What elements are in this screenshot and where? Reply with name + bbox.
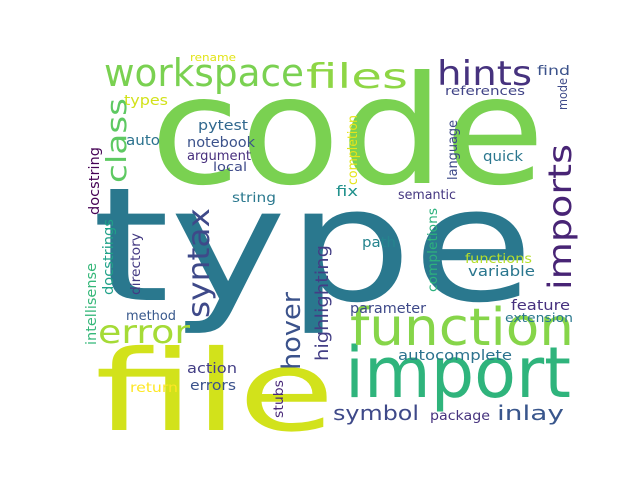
word-files: files [306, 57, 408, 97]
word-feature: feature [511, 298, 570, 314]
word-syntax: syntax [182, 208, 217, 318]
word-parameter: parameter [350, 301, 426, 317]
word-string: string [232, 191, 276, 206]
word-hints: hints [437, 54, 532, 94]
word-completion: completion [346, 115, 361, 185]
word-references: references [445, 84, 525, 98]
word-local: local [213, 160, 247, 174]
word-argument: argument [187, 149, 251, 164]
word-find: find [537, 64, 570, 79]
word-package: package [430, 409, 490, 424]
word-variable: variable [468, 264, 535, 280]
word-notebook: notebook [187, 135, 256, 151]
word-import: import [345, 332, 571, 414]
word-stubs: stubs [272, 380, 287, 418]
word-action: action [187, 361, 237, 377]
word-mode: mode [556, 78, 570, 110]
word-inlay: inlay [497, 401, 564, 425]
word-extension: extension [505, 311, 573, 325]
word-symbol: symbol [333, 401, 419, 425]
word-path: path [362, 235, 396, 251]
word-type: type [92, 154, 534, 338]
word-code: code [150, 45, 545, 219]
word-types: types [124, 93, 168, 109]
word-class: error [98, 313, 191, 351]
word-file: file [95, 327, 335, 457]
word-method: method [126, 309, 176, 324]
word-quick: quick [483, 149, 524, 165]
word-imports: imports [541, 144, 579, 290]
word-functions: functions [465, 252, 532, 267]
word-error: class [100, 98, 133, 183]
word-fix: fix [336, 184, 358, 200]
word-directory: directory [129, 233, 144, 295]
word-language: language [446, 120, 461, 180]
word-pytest: pytest [198, 118, 249, 134]
word-highlighting: highlighting [312, 245, 333, 361]
word-rename: rename [190, 51, 236, 64]
word-function: function [350, 298, 574, 358]
word-docstring: docstring [87, 147, 103, 215]
word-auto: auto [126, 133, 160, 149]
word-docstrings: docstrings [101, 219, 117, 295]
word-autocomplete: autocomplete [398, 348, 512, 364]
word-return: return [130, 381, 178, 396]
word-semantic: semantic [398, 188, 456, 203]
word-errors: errors [190, 378, 236, 394]
word-completions: completions [426, 208, 441, 292]
word-intellisense: intellisense [84, 263, 100, 345]
word-hover: hover [277, 292, 307, 370]
word-workspace: workspace [104, 51, 304, 95]
